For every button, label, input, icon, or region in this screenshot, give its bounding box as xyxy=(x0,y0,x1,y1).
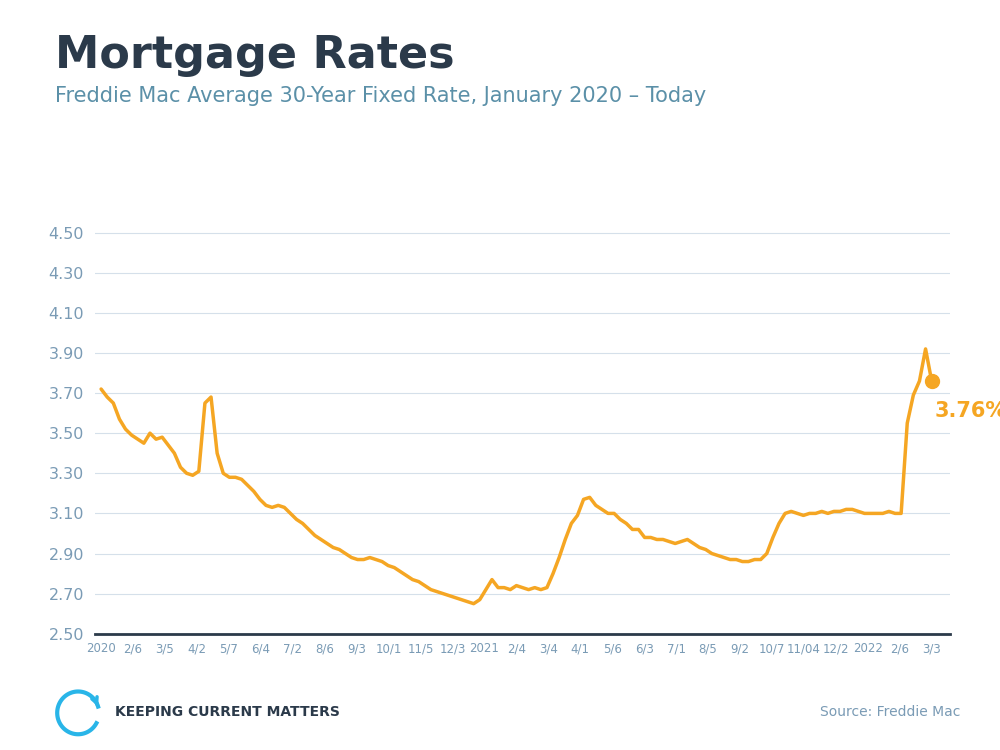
Text: Mortgage Rates: Mortgage Rates xyxy=(55,34,455,76)
Text: Source: Freddie Mac: Source: Freddie Mac xyxy=(820,706,960,719)
Text: KEEPING CURRENT MATTERS: KEEPING CURRENT MATTERS xyxy=(115,706,340,719)
Text: Freddie Mac Average 30-Year Fixed Rate, January 2020 – Today: Freddie Mac Average 30-Year Fixed Rate, … xyxy=(55,86,706,106)
Text: 3.76%: 3.76% xyxy=(935,401,1000,421)
